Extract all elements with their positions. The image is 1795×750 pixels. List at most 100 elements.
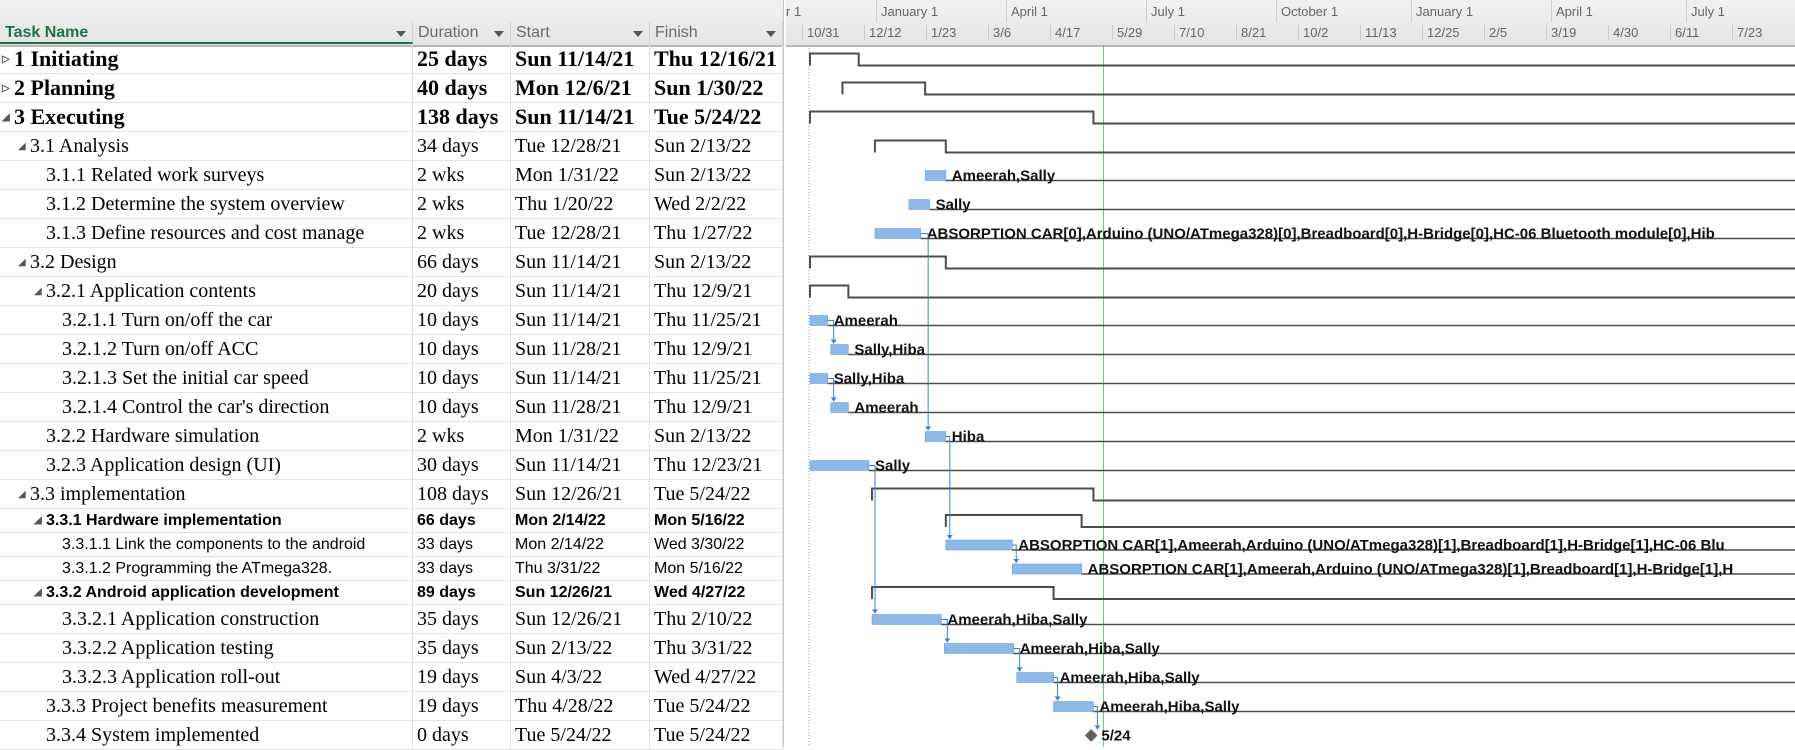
task-start-cell[interactable]: Sun 11/14/21 [511,103,650,131]
task-row[interactable]: ◢ 3.3 implementation 108 days Sun 12/26/21 T… [0,480,783,509]
filter-dropdown-icon[interactable] [633,31,643,37]
task-finish-cell[interactable]: Mon 5/16/22 [650,509,783,532]
task-finish-cell[interactable]: Tue 5/24/22 [650,480,783,508]
task-row[interactable]: 3.1.3 Define resources and cost manage 2 … [0,219,783,248]
task-name-cell[interactable]: ▷ 2 Planning [0,74,413,102]
column-header-start[interactable]: Start [511,22,650,44]
task-start-cell[interactable]: Sun 2/13/22 [511,634,650,662]
dependency-link[interactable] [827,378,835,402]
task-duration-cell[interactable]: 33 days [413,557,511,580]
task-name-cell[interactable]: 3.2.1.1 Turn on/off the car [0,306,413,334]
task-name-cell[interactable]: ◢ 3.1 Analysis [0,132,413,160]
task-duration-cell[interactable]: 10 days [413,364,511,392]
task-start-cell[interactable]: Sun 11/28/21 [511,335,650,363]
summary-bar[interactable] [809,52,1795,67]
task-row[interactable]: 3.1.2 Determine the system overview 2 wks… [0,190,783,219]
task-start-cell[interactable]: Sun 12/26/21 [511,480,650,508]
task-row[interactable]: ▷ 1 Initiating 25 days Sun 11/14/21 Thu 12/1… [0,45,783,74]
task-finish-cell[interactable]: Thu 12/9/21 [650,393,783,421]
task-row[interactable]: ◢ 3 Executing 138 days Sun 11/14/21 Tue 5/24… [0,103,783,132]
task-name-cell[interactable]: 3.3.2.2 Application testing [0,634,413,662]
task-start-cell[interactable]: Thu 4/28/22 [511,692,650,720]
task-start-cell[interactable]: Sun 12/26/21 [511,581,650,604]
dependency-link[interactable] [1013,648,1021,672]
task-finish-cell[interactable]: Thu 3/31/22 [650,634,783,662]
column-header-duration[interactable]: Duration [413,22,511,44]
task-bar[interactable] [945,539,1013,551]
task-bar[interactable] [1053,701,1094,712]
task-row[interactable]: 3.3.1.2 Programming the ATmega328. 33 day… [0,557,783,581]
task-start-cell[interactable]: Sun 11/14/21 [511,248,650,276]
filter-dropdown-icon[interactable] [766,31,776,37]
task-name-cell[interactable]: 3.1.2 Determine the system overview [0,190,413,218]
task-bar[interactable] [874,228,921,239]
task-start-cell[interactable]: Mon 12/6/21 [511,74,650,102]
task-start-cell[interactable]: Mon 2/14/22 [511,509,650,532]
task-finish-cell[interactable]: Thu 12/23/21 [650,451,783,479]
task-name-cell[interactable]: ◢ 3.2 Design [0,248,413,276]
task-name-cell[interactable]: 3.2.3 Application design (UI) [0,451,413,479]
task-row[interactable]: ◢ 3.2 Design 66 days Sun 11/14/21 Sun 2/13/2… [0,248,783,277]
summary-bar[interactable] [809,110,1795,125]
task-row[interactable]: 3.3.2.2 Application testing 35 days Sun 2/… [0,634,783,663]
task-bar[interactable] [809,460,870,471]
task-row[interactable]: 3.2.1.1 Turn on/off the car 10 days Sun 11… [0,306,783,335]
collapse-triangle-icon[interactable]: ◢ [34,515,42,526]
task-bar[interactable] [924,431,947,442]
summary-bar[interactable] [841,81,1795,96]
milestone-marker[interactable] [1084,729,1098,742]
task-name-cell[interactable]: 3.2.2 Hardware simulation [0,422,413,450]
task-finish-cell[interactable]: Thu 11/25/21 [650,306,783,334]
task-name-cell[interactable]: 3.2.1.2 Turn on/off ACC [0,335,413,363]
task-finish-cell[interactable]: Thu 12/9/21 [650,277,783,305]
task-start-cell[interactable]: Thu 1/20/22 [511,190,650,218]
task-finish-cell[interactable]: Wed 2/2/22 [650,190,783,218]
task-name-cell[interactable]: ◢ 3 Executing [0,103,413,131]
task-row[interactable]: ◢ 3.3.1 Hardware implementation 66 days Mon… [0,509,783,533]
task-duration-cell[interactable]: 35 days [413,605,511,633]
collapse-triangle-icon[interactable]: ◢ [18,140,26,152]
summary-bar[interactable] [871,586,1795,600]
collapse-triangle-icon[interactable]: ◢ [18,256,26,268]
task-duration-cell[interactable]: 0 days [413,721,511,749]
task-start-cell[interactable]: Sun 11/28/21 [511,393,650,421]
task-name-cell[interactable]: 3.3.2.1 Application construction [0,605,413,633]
task-duration-cell[interactable]: 2 wks [413,422,511,450]
task-start-cell[interactable]: Sun 12/26/21 [511,605,650,633]
filter-dropdown-icon[interactable] [494,31,504,37]
task-start-cell[interactable]: Sun 11/14/21 [511,306,650,334]
task-finish-cell[interactable]: Thu 12/9/21 [650,335,783,363]
task-name-cell[interactable]: 3.3.3 Project benefits measurement [0,692,413,720]
task-row[interactable]: 3.3.3 Project benefits measurement 19 day… [0,692,783,721]
dependency-link[interactable] [1093,706,1098,730]
task-finish-cell[interactable]: Tue 5/24/22 [650,692,783,720]
task-duration-cell[interactable]: 19 days [413,663,511,691]
task-row[interactable]: ◢ 3.1 Analysis 34 days Tue 12/28/21 Sun 2/13… [0,132,783,161]
task-bar[interactable] [1016,672,1054,683]
task-finish-cell[interactable]: Sun 2/13/22 [650,248,783,276]
task-finish-cell[interactable]: Wed 4/27/22 [650,663,783,691]
summary-bar[interactable] [809,255,1795,270]
task-finish-cell[interactable]: Sun 2/13/22 [650,422,783,450]
dependency-link[interactable] [869,465,876,614]
task-bar[interactable] [924,170,947,181]
task-start-cell[interactable]: Sun 11/14/21 [511,45,650,73]
task-row[interactable]: 3.3.2.3 Application roll-out 19 days Sun 4… [0,663,783,692]
task-duration-cell[interactable]: 66 days [413,509,511,532]
task-start-cell[interactable]: Tue 12/28/21 [511,132,650,160]
task-name-cell[interactable]: 3.2.1.4 Control the car's direction [0,393,413,421]
collapse-triangle-icon[interactable]: ◢ [34,587,42,598]
task-bar[interactable] [871,614,942,625]
task-duration-cell[interactable]: 10 days [413,306,511,334]
dependency-link[interactable] [941,619,948,643]
task-start-cell[interactable]: Thu 3/31/22 [511,557,650,580]
task-duration-cell[interactable]: 20 days [413,277,511,305]
task-row[interactable]: ◢ 3.2.1 Application contents 20 days Sun 11… [0,277,783,306]
task-finish-cell[interactable]: Thu 2/10/22 [650,605,783,633]
task-duration-cell[interactable]: 10 days [413,335,511,363]
dependency-link[interactable] [920,233,929,431]
task-row[interactable]: ▷ 2 Planning 40 days Mon 12/6/21 Sun 1/30/22 [0,74,783,103]
task-duration-cell[interactable]: 33 days [413,533,511,556]
task-finish-cell[interactable]: Tue 5/24/22 [650,103,783,131]
task-row[interactable]: 3.3.4 System implemented 0 days Tue 5/24/2… [0,721,783,750]
